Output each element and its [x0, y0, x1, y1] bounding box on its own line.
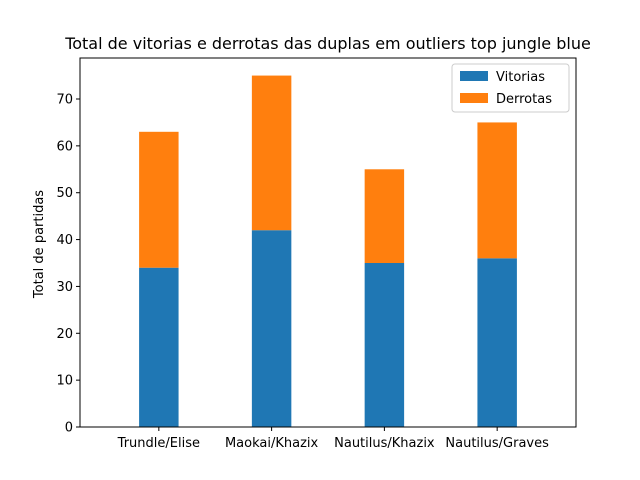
legend-swatch-vitorias: [460, 71, 488, 81]
y-tick-label: 10: [56, 374, 73, 389]
legend-label-derrotas: Derrotas: [496, 92, 552, 107]
x-tick-label: Nautilus/Khazix: [334, 436, 435, 451]
x-tick-label: Nautilus/Graves: [445, 436, 549, 451]
y-tick-label: 30: [56, 280, 73, 295]
y-tick-label: 40: [56, 233, 73, 248]
x-tick-label: Trundle/Elise: [117, 436, 200, 451]
bar-vitorias-2: [364, 263, 405, 427]
y-tick-label: 20: [56, 327, 73, 342]
y-tick-label: 0: [65, 421, 73, 436]
legend: Vitorias Derrotas: [451, 63, 570, 113]
plot-area: 0 10 20 30 40 50 60 70 Trundle/Elise Maokai/Khazi…: [56, 57, 577, 451]
bar-vitorias-1: [251, 230, 292, 427]
bar-derrotas-2: [364, 169, 405, 263]
axes-frame: [79, 57, 577, 428]
legend-label-vitorias: Vitorias: [496, 70, 545, 85]
legend-swatch-derrotas: [460, 93, 488, 103]
y-tick-label: 70: [56, 93, 73, 108]
x-tick-label: Maokai/Khazix: [225, 436, 319, 451]
chart-title: Total de vitorias e derrotas das duplas …: [64, 34, 591, 53]
bar-derrotas-0: [139, 131, 179, 268]
bar-derrotas-1: [251, 75, 292, 231]
bar-derrotas-3: [477, 122, 517, 259]
bar-vitorias-0: [139, 267, 179, 427]
y-axis-label: Total de partidas: [32, 190, 47, 299]
y-tick-label: 60: [56, 139, 73, 154]
y-tick-label: 50: [56, 186, 73, 201]
bar-vitorias-3: [477, 258, 517, 427]
